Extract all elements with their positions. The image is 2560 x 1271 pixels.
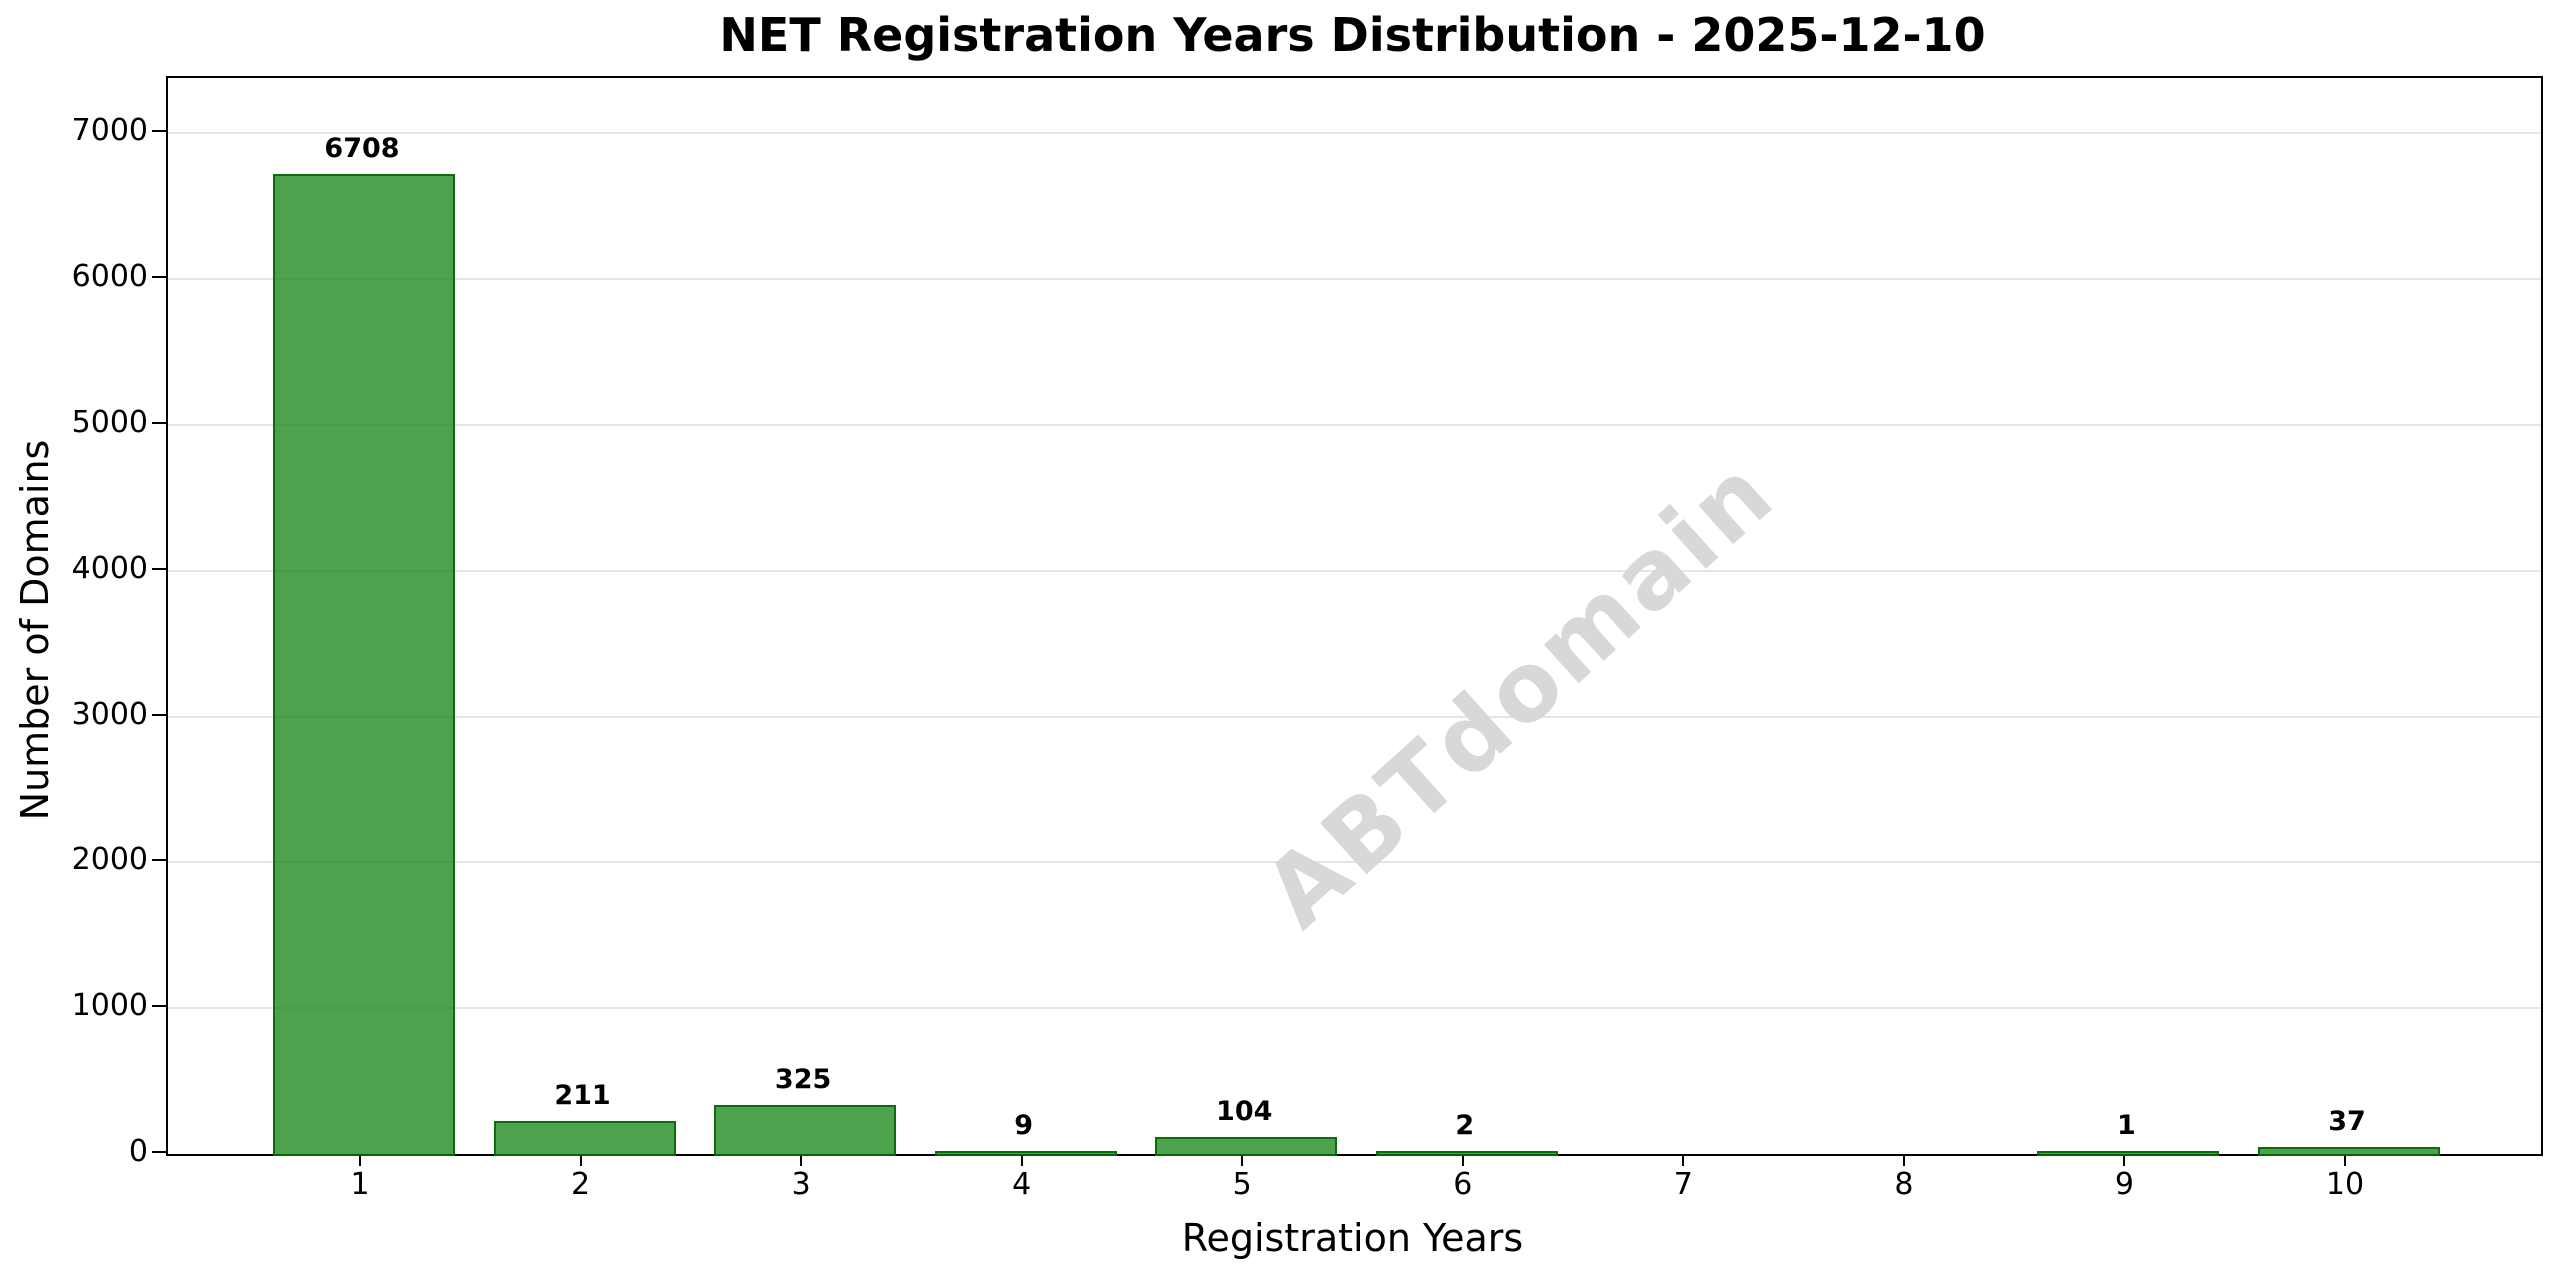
y-gridline-7000 — [168, 132, 2541, 135]
y-gridline-3000 — [168, 715, 2541, 718]
x-tick-label-4: 4 — [1012, 1167, 1032, 1202]
bar-year-2 — [493, 1121, 676, 1156]
x-tick-label-10: 10 — [2325, 1167, 2365, 1202]
y-tick-mark-6000 — [152, 276, 166, 279]
y-tick-label-2000: 2000 — [71, 842, 148, 878]
y-gridline-4000 — [168, 569, 2541, 572]
x-axis-label: Registration Years — [1181, 1216, 1524, 1260]
x-tick-mark-4 — [1020, 1154, 1023, 1166]
y-tick-mark-2000 — [152, 859, 166, 862]
x-tick-mark-6 — [1461, 1154, 1464, 1166]
x-tick-label-9: 9 — [2114, 1167, 2134, 1202]
y-tick-label-1000: 1000 — [71, 988, 148, 1024]
y-tick-mark-3000 — [152, 713, 166, 716]
bar-value-label-10: 37 — [2328, 1105, 2366, 1137]
y-tick-label-5000: 5000 — [71, 404, 148, 440]
x-tick-mark-7 — [1682, 1154, 1685, 1166]
x-tick-mark-1 — [359, 1154, 361, 1166]
y-gridline-6000 — [168, 278, 2541, 281]
y-gridline-5000 — [168, 423, 2541, 426]
bar-year-5 — [1155, 1136, 1338, 1156]
y-axis-label: Number of Domains — [13, 439, 57, 821]
y-gridline-1000 — [168, 1007, 2541, 1010]
y-tick-mark-1000 — [152, 1005, 166, 1008]
x-tick-mark-8 — [1902, 1154, 1905, 1166]
y-tick-mark-5000 — [152, 421, 166, 424]
bar-value-label-2: 211 — [554, 1080, 611, 1112]
chart-title: NET Registration Years Distribution - 20… — [719, 8, 1986, 62]
y-tick-label-3000: 3000 — [71, 696, 148, 732]
x-tick-label-3: 3 — [791, 1167, 811, 1202]
x-tick-mark-9 — [2123, 1154, 2126, 1166]
bar-year-10 — [2258, 1146, 2440, 1156]
x-tick-label-2: 2 — [571, 1167, 591, 1202]
bar-year-4 — [934, 1150, 1117, 1156]
x-tick-mark-5 — [1241, 1154, 1244, 1166]
y-tick-label-7000: 7000 — [71, 113, 148, 149]
bar-year-6 — [1375, 1151, 1558, 1156]
y-tick-mark-4000 — [152, 567, 166, 570]
y-tick-label-0: 0 — [128, 1134, 148, 1169]
y-gridline-2000 — [168, 861, 2541, 864]
x-tick-label-7: 7 — [1673, 1167, 1693, 1202]
bar-value-label-1: 6708 — [324, 132, 400, 164]
y-tick-mark-7000 — [152, 130, 166, 133]
bar-year-1 — [273, 173, 455, 1156]
bar-value-label-6: 2 — [1455, 1110, 1475, 1141]
watermark-text: ABTdomain — [1244, 436, 1796, 950]
bar-value-label-3: 325 — [774, 1063, 832, 1095]
x-tick-label-6: 6 — [1453, 1167, 1473, 1202]
bar-year-3 — [714, 1104, 897, 1156]
x-tick-label-1: 1 — [350, 1167, 370, 1202]
y-tick-mark-0 — [152, 1151, 166, 1153]
y-tick-label-4000: 4000 — [71, 550, 148, 586]
x-tick-mark-3 — [800, 1154, 803, 1166]
x-tick-mark-10 — [2344, 1154, 2346, 1166]
x-tick-label-5: 5 — [1232, 1167, 1252, 1202]
bar-value-label-9: 1 — [2117, 1110, 2136, 1141]
y-tick-label-6000: 6000 — [71, 259, 148, 295]
bar-value-label-5: 104 — [1216, 1095, 1273, 1127]
plot-area: ABTdomain 6708 211 325 9 104 2 1 37 — [166, 76, 2543, 1156]
x-tick-mark-2 — [579, 1154, 582, 1166]
bar-year-9 — [2037, 1151, 2220, 1156]
x-tick-label-8: 8 — [1894, 1167, 1914, 1202]
bar-value-label-4: 9 — [1014, 1109, 1034, 1141]
